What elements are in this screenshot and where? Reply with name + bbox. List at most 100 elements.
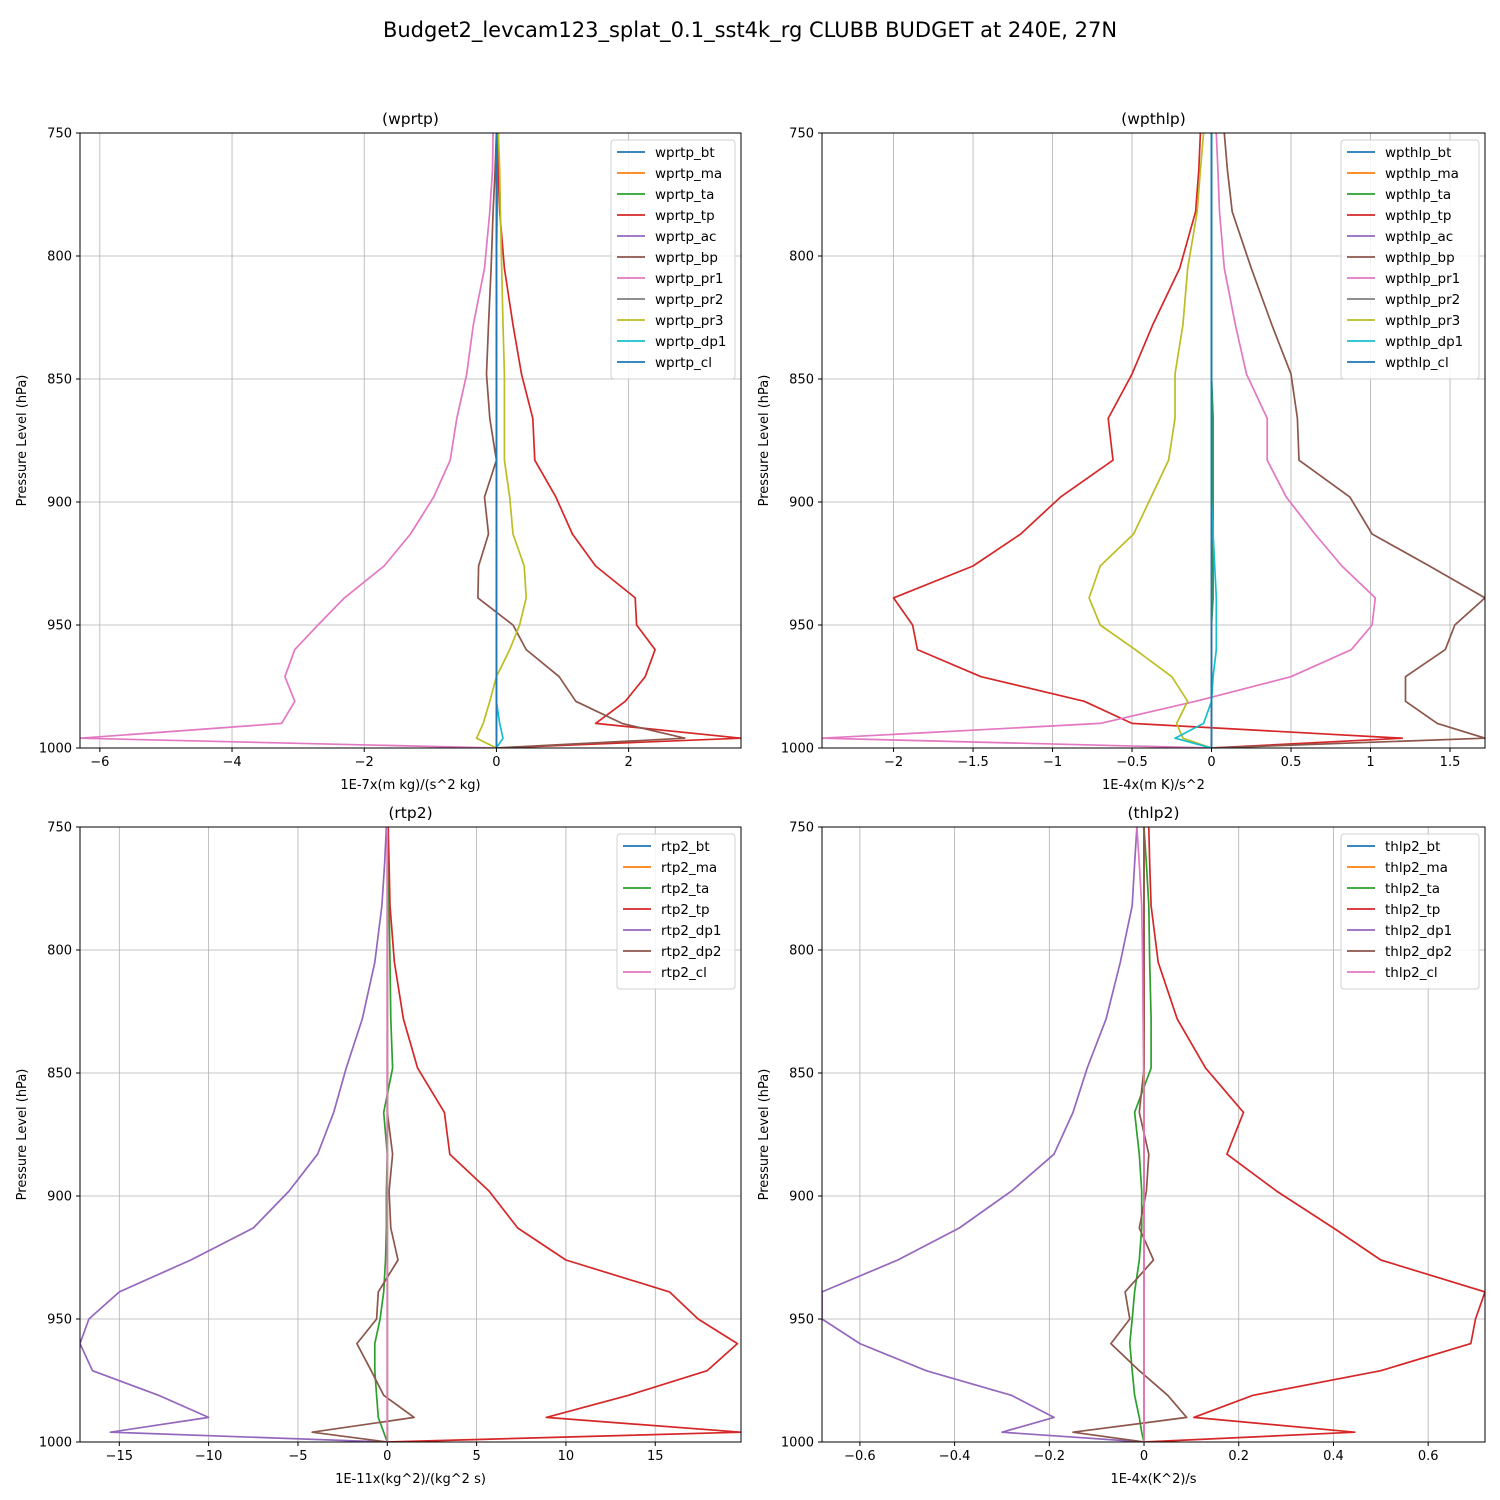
x-axis-label: 1E-11x(kg^2)/(kg^2 s) [335, 1472, 486, 1487]
legend-entry: wpthlp_bt [1385, 145, 1451, 161]
x-tick-label: −1.5 [957, 755, 989, 770]
legend-entry: wprtp_pr3 [655, 313, 723, 329]
legend-entry: wprtp_ac [655, 229, 716, 245]
x-tick-label: −2 [884, 755, 903, 770]
panel-title: (thlp2) [1127, 804, 1179, 822]
legend-entry: thlp2_cl [1385, 965, 1438, 981]
x-tick-label: 0 [492, 755, 500, 770]
y-tick-label: 900 [789, 1190, 814, 1205]
series-line-rtp2_ta [373, 827, 394, 1442]
series-line-wprtp_tp [496, 133, 741, 748]
panel-3: −0.6 −0.4 −0.2 0 0.2 0.4 0.6 750 800 850 900 950 100… [757, 804, 1486, 1487]
y-tick-label: 850 [47, 373, 72, 388]
legend-entry: wpthlp_ma [1385, 166, 1459, 182]
series-group [80, 827, 741, 1442]
y-tick-label: 750 [789, 127, 814, 142]
legend-entry: thlp2_tp [1385, 902, 1440, 918]
legend-entry: rtp2_bt [661, 839, 710, 855]
x-tick-label: −0.5 [1116, 755, 1148, 770]
x-tick-label: 15 [647, 1449, 664, 1464]
legend-entry: thlp2_bt [1385, 839, 1440, 855]
legend-entry: rtp2_cl [661, 965, 707, 981]
x-tick-label: −6 [90, 755, 109, 770]
x-tick-label: 10 [558, 1449, 575, 1464]
y-tick-label: 800 [789, 944, 814, 959]
x-tick-label: −4 [222, 755, 241, 770]
series-line-wprtp_bp [477, 133, 686, 748]
x-tick-label: −0.2 [1034, 1449, 1066, 1464]
legend-entry: wprtp_tp [655, 208, 715, 224]
x-tick-label: 0 [1140, 1449, 1148, 1464]
y-tick-label: 800 [47, 250, 72, 265]
x-tick-label: 2 [624, 755, 632, 770]
legend-entry: wpthlp_cl [1385, 355, 1449, 371]
legend-box [1340, 139, 1480, 380]
x-tick-label: −2 [355, 755, 374, 770]
panel-title: (wpthlp) [1121, 110, 1186, 128]
y-tick-label: 900 [789, 496, 814, 511]
y-tick-label: 900 [47, 1190, 72, 1205]
legend-entry: wprtp_cl [655, 355, 712, 371]
legend: thlp2_bt thlp2_ma thlp2_ta thlp2_tp thlp2_dp… [1340, 833, 1480, 990]
y-tick-label: 950 [789, 1313, 814, 1328]
y-tick-label: 750 [789, 821, 814, 836]
legend-entry: wprtp_pr1 [655, 271, 723, 287]
y-tick-label: 850 [789, 1067, 814, 1082]
legend-entry: thlp2_dp2 [1385, 944, 1452, 960]
x-tick-label: 0 [1207, 755, 1215, 770]
x-tick-label: −0.4 [939, 1449, 971, 1464]
legend-box [1340, 833, 1480, 990]
legend-entry: wpthlp_ac [1385, 229, 1453, 245]
series-line-thlp2_tp [1143, 827, 1485, 1442]
x-axis-label: 1E-4x(m K)/s^2 [1102, 778, 1205, 793]
legend-entry: wprtp_pr2 [655, 292, 723, 308]
x-axis-label: 1E-7x(m kg)/(s^2 kg) [340, 778, 480, 793]
legend-entry: wprtp_bp [655, 250, 718, 266]
legend-entry: wprtp_ta [655, 187, 714, 203]
series-line-wprtp_pr1 [80, 133, 497, 748]
axes-frame [79, 132, 742, 749]
y-tick-label: 800 [47, 944, 72, 959]
series-line-wprtp_pr3 [475, 133, 528, 748]
series-group [822, 133, 1485, 748]
x-tick-label: 1 [1366, 755, 1374, 770]
x-tick-label: −1 [1043, 755, 1062, 770]
series-line-rtp2_dp1 [80, 827, 388, 1442]
legend-entry: wpthlp_pr3 [1385, 313, 1460, 329]
x-tick-label: −15 [106, 1449, 133, 1464]
figure-title: Budget2_levcam123_splat_0.1_sst4k_rg CLU… [383, 18, 1117, 43]
legend: rtp2_bt rtp2_ma rtp2_ta rtp2_tp rtp2_dp1 rtp2… [616, 833, 736, 990]
y-tick-label: 750 [47, 821, 72, 836]
y-tick-label: 1000 [781, 742, 814, 757]
x-tick-label: −10 [195, 1449, 222, 1464]
legend-entry: wpthlp_dp1 [1385, 334, 1463, 350]
series-line-thlp2_cl [1136, 827, 1145, 1442]
x-tick-label: −5 [288, 1449, 307, 1464]
panel-1: −2 −1.5 −1 −0.5 0 0.5 1 1.5 750 800 850 900 950 1000 (… [757, 110, 1486, 793]
legend-entry: rtp2_ma [661, 860, 717, 876]
series-line-rtp2_tp [387, 827, 741, 1442]
y-axis-label: Pressure Level (hPa) [757, 1069, 772, 1201]
legend-entry: wpthlp_tp [1385, 208, 1451, 224]
y-tick-label: 950 [47, 619, 72, 634]
legend-entry: thlp2_ma [1385, 860, 1448, 876]
y-tick-label: 850 [47, 1067, 72, 1082]
y-tick-label: 1000 [39, 1436, 72, 1451]
panel-2: −15 −10 −5 0 5 10 15 750 800 850 900 950 1000 (rtp2) 1… [15, 804, 742, 1487]
legend-entry: rtp2_dp2 [661, 944, 721, 960]
series-line-wpthlp_pr1 [822, 133, 1377, 748]
y-tick-label: 1000 [781, 1436, 814, 1451]
axes-frame [79, 826, 742, 1443]
axes-frame [821, 132, 1486, 749]
legend-entry: wprtp_ma [655, 166, 722, 182]
legend-entry: wpthlp_ta [1385, 187, 1451, 203]
x-tick-label: 0 [383, 1449, 391, 1464]
x-tick-label: 5 [472, 1449, 480, 1464]
y-tick-label: 950 [789, 619, 814, 634]
y-tick-label: 800 [789, 250, 814, 265]
legend-entry: thlp2_dp1 [1385, 923, 1452, 939]
x-tick-label: 0.5 [1281, 755, 1302, 770]
panel-title: (rtp2) [388, 804, 432, 822]
series-line-thlp2_ta [1128, 827, 1152, 1442]
